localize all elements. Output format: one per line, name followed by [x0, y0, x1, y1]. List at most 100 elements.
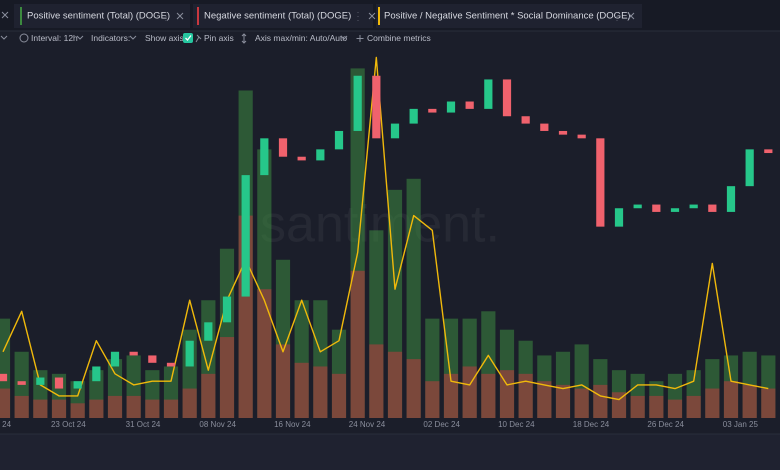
- tab[interactable]: Positive / Negative Sentiment * Social D…: [376, 4, 642, 28]
- bar: [201, 373, 216, 418]
- close-icon[interactable]: [176, 12, 184, 20]
- candle: [708, 204, 717, 212]
- candle: [166, 362, 176, 367]
- chevron-icon[interactable]: [129, 35, 137, 40]
- chevron-icon[interactable]: [340, 35, 348, 40]
- axis-icon: [241, 33, 247, 44]
- candle: [110, 351, 120, 367]
- tab-label: Negative sentiment (Total) (DOGE): [204, 11, 351, 22]
- candle: [558, 130, 568, 135]
- candle: [614, 208, 624, 227]
- tab-bg: [376, 4, 642, 28]
- bar: [14, 395, 29, 418]
- bar: [145, 399, 160, 418]
- combine-metrics[interactable]: Combine metrics: [367, 33, 431, 43]
- candle: [484, 79, 493, 109]
- axis-minmax[interactable]: Axis max/min: Auto/Auto: [255, 33, 347, 43]
- tab[interactable]: Negative sentiment (Total) (DOGE): [193, 4, 376, 28]
- indicators[interactable]: Indicators:: [91, 33, 130, 43]
- x-tick-label: 08 Nov 24: [199, 420, 236, 429]
- candle: [297, 156, 306, 161]
- candle: [540, 123, 549, 131]
- bar: [257, 289, 272, 418]
- x-tick-label: 24 Nov 24: [349, 420, 386, 429]
- candle: [446, 101, 456, 113]
- candle: [148, 355, 157, 363]
- close-icon[interactable]: [627, 12, 635, 20]
- x-tick-label: 16 Nov 24: [274, 420, 311, 429]
- candle: [353, 75, 362, 131]
- bar: [705, 388, 720, 418]
- candle: [409, 108, 418, 124]
- candle: [185, 340, 194, 367]
- bar: [219, 337, 235, 418]
- candle: [316, 149, 325, 161]
- bar: [163, 399, 179, 418]
- tab[interactable]: Positive sentiment (Total) (DOGE): [14, 4, 190, 28]
- bar: [70, 403, 85, 418]
- navigator[interactable]: [0, 434, 780, 470]
- candle: [204, 322, 213, 341]
- bar: [574, 388, 589, 418]
- plus-icon[interactable]: [356, 35, 364, 42]
- candle: [372, 75, 381, 139]
- candle: [596, 138, 605, 227]
- bar: [0, 318, 11, 418]
- interval[interactable]: Interval: 12h: [31, 33, 78, 43]
- x-tick-label: 31 Oct 24: [126, 420, 161, 429]
- bar: [89, 399, 104, 418]
- check-icon: [185, 35, 192, 41]
- x-tick-label: 18 Dec 24: [573, 420, 610, 429]
- candle: [17, 381, 26, 385]
- bar: [518, 373, 533, 418]
- checkbox[interactable]: [183, 33, 193, 43]
- tab-label: Positive / Negative Sentiment * Social D…: [384, 11, 631, 22]
- candle: [129, 351, 138, 356]
- candle: [222, 296, 232, 323]
- candle: [726, 186, 736, 212]
- pin-axis[interactable]: Pin axis: [204, 33, 234, 43]
- tab-bg: [14, 4, 190, 28]
- x-tick-label: 23 Oct 24: [51, 420, 86, 429]
- candle: [260, 138, 269, 176]
- bar: [275, 344, 291, 418]
- tab-bg: [193, 4, 373, 28]
- bar: [481, 373, 496, 418]
- candle: [241, 175, 250, 297]
- candle: [652, 204, 661, 212]
- tab-color: [378, 7, 380, 25]
- bar: [761, 388, 776, 418]
- candle: [465, 101, 474, 109]
- tab-label: Positive sentiment (Total) (DOGE): [27, 11, 170, 22]
- bar: [107, 395, 123, 418]
- tab-color: [20, 7, 22, 25]
- line: [2, 56, 769, 401]
- bar: [462, 366, 477, 418]
- candle: [521, 116, 530, 124]
- bar: [182, 388, 197, 418]
- candle: [502, 79, 512, 117]
- show-axis[interactable]: Show axis: [145, 33, 184, 43]
- x-tick-label: 02 Dec 24: [423, 420, 460, 429]
- close-icon[interactable]: [1, 11, 9, 19]
- bar: [294, 362, 309, 418]
- bar: [499, 370, 515, 418]
- chevron-icon[interactable]: [76, 35, 84, 40]
- bar: [425, 381, 440, 418]
- candle: [92, 366, 101, 382]
- bar: [313, 366, 328, 418]
- bar: [630, 395, 645, 418]
- x-tick-label: 26 Dec 24: [647, 420, 684, 429]
- candle: [36, 377, 45, 385]
- candle: [633, 204, 642, 209]
- chevron-icon[interactable]: [0, 35, 8, 40]
- bar: [555, 384, 571, 418]
- candle: [390, 123, 400, 139]
- candle: [428, 108, 437, 113]
- candle: [670, 208, 680, 212]
- pin-icon[interactable]: [195, 34, 202, 43]
- bar: [126, 395, 141, 418]
- bar: [406, 359, 421, 418]
- close-icon[interactable]: [368, 12, 376, 20]
